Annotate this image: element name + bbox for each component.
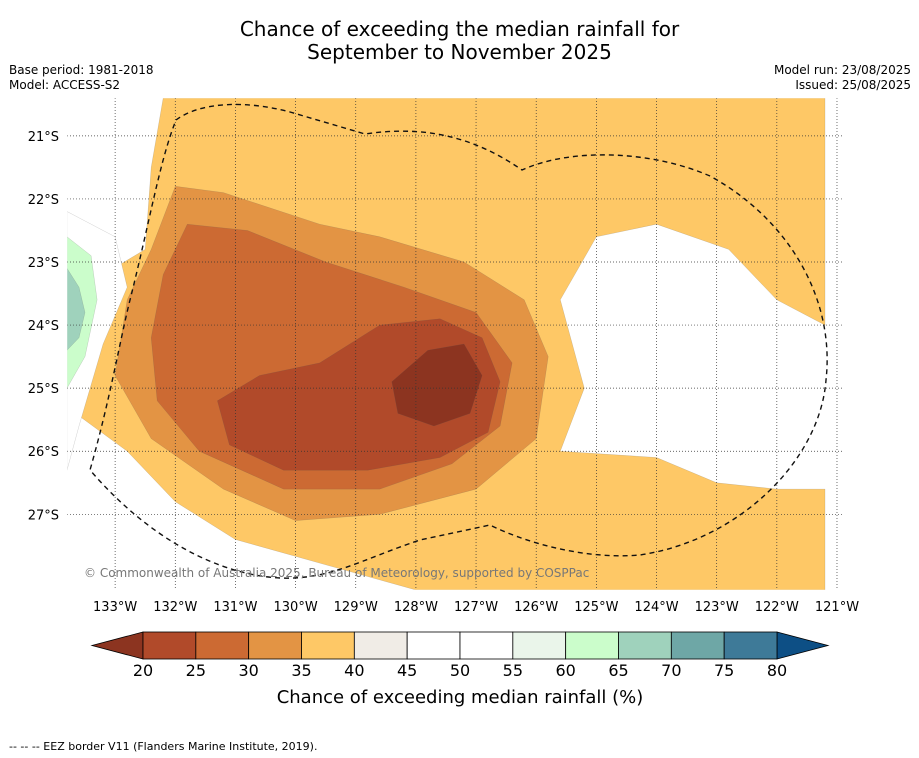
- x-tick-label: 124°W: [634, 600, 678, 615]
- colorbar-over-arrow: [776, 631, 830, 660]
- x-axis-ticks: 133°W 132°W 131°W 130°W 129°W 128°W 127°W 126°W…: [93, 600, 859, 615]
- colorbar-swatch: [512, 631, 567, 660]
- y-tick-label: 27°S: [28, 508, 59, 523]
- y-tick-label: 21°S: [28, 130, 59, 145]
- colorbar-swatch: [195, 631, 250, 660]
- eez-border-line: [89, 103, 828, 579]
- x-tick-label: 122°W: [755, 600, 799, 615]
- colorbar-tick-label: 65: [608, 661, 628, 680]
- model-text: Model: ACCESS-S2: [9, 78, 121, 92]
- issued-text: Issued: 25/08/2025: [795, 78, 911, 92]
- chart-title: Chance of exceeding the median rainfall …: [0, 18, 919, 64]
- colorbar-swatch: [459, 631, 514, 660]
- x-tick-label: 121°W: [815, 600, 859, 615]
- x-tick-label: 125°W: [574, 600, 618, 615]
- x-tick-label: 126°W: [514, 600, 558, 615]
- colorbar-tick-label: 45: [397, 661, 417, 680]
- x-tick-label: 127°W: [454, 600, 498, 615]
- plot-frame: [66, 97, 844, 591]
- colorbar-swatch: [248, 631, 302, 660]
- x-tick-label: 131°W: [213, 600, 257, 615]
- colorbar-tick-label: 35: [291, 661, 311, 680]
- colorbar-swatch: [406, 631, 461, 660]
- x-tick-label: 128°W: [394, 600, 438, 615]
- title-line-1: Chance of exceeding the median rainfall …: [239, 17, 680, 41]
- colorbar-swatch: [353, 631, 408, 660]
- x-tick-label: 133°W: [93, 600, 137, 615]
- region-20: [391, 343, 483, 427]
- copyright-text: © Commonwealth of Australia 2025, Bureau…: [84, 566, 589, 580]
- x-tick-label: 132°W: [153, 600, 197, 615]
- x-tick-label: 123°W: [695, 600, 739, 615]
- colorbar-tick-label: 20: [133, 661, 153, 680]
- model-info: Base period: 1981-2018 Model: ACCESS-S2: [9, 63, 154, 93]
- grid-lines: [67, 98, 843, 590]
- y-axis-ticks: 21°S 22°S 23°S 24°S 25°S 26°S 27°S: [28, 130, 59, 523]
- colorbar: 20 25 30 35 40 45 50 55 60 65 70 75 80: [90, 631, 830, 680]
- colorbar-swatch: [565, 631, 619, 660]
- colorbar-swatch: [301, 631, 355, 660]
- colorbar-swatch: [723, 631, 778, 660]
- run-info: Model run: 23/08/2025 Issued: 25/08/2025: [774, 63, 911, 93]
- colorbar-tick-label: 30: [238, 661, 258, 680]
- colorbar-tick-label: 25: [186, 661, 206, 680]
- probability-regions: [67, 98, 826, 590]
- title-line-2: September to November 2025: [307, 40, 612, 64]
- x-tick-label: 129°W: [334, 600, 378, 615]
- x-tick-label: 130°W: [274, 600, 318, 615]
- y-tick-label: 24°S: [28, 319, 59, 334]
- colorbar-tick-label: 70: [661, 661, 681, 680]
- model-run-text: Model run: 23/08/2025: [773, 63, 911, 77]
- colorbar-tick-label: 50: [450, 661, 470, 680]
- colorbar-tick-label: 60: [555, 661, 575, 680]
- y-tick-label: 22°S: [28, 193, 59, 208]
- colorbar-under-arrow: [90, 631, 144, 660]
- y-tick-label: 26°S: [28, 445, 59, 460]
- colorbar-swatch: [618, 631, 672, 660]
- base-period-text: Base period: 1981-2018: [9, 63, 154, 77]
- y-tick-label: 23°S: [28, 256, 59, 271]
- eez-footnote: -- -- -- EEZ border V11 (Flanders Marine…: [9, 740, 318, 753]
- colorbar-tick-label: 80: [767, 661, 787, 680]
- colorbar-swatch: [142, 631, 197, 660]
- y-tick-label: 25°S: [28, 382, 59, 397]
- colorbar-tick-label: 40: [344, 661, 364, 680]
- colorbar-tick-label: 75: [714, 661, 734, 680]
- colorbar-swatch: [670, 631, 725, 660]
- colorbar-label: Chance of exceeding median rainfall (%): [277, 687, 644, 708]
- colorbar-tick-label: 55: [503, 661, 523, 680]
